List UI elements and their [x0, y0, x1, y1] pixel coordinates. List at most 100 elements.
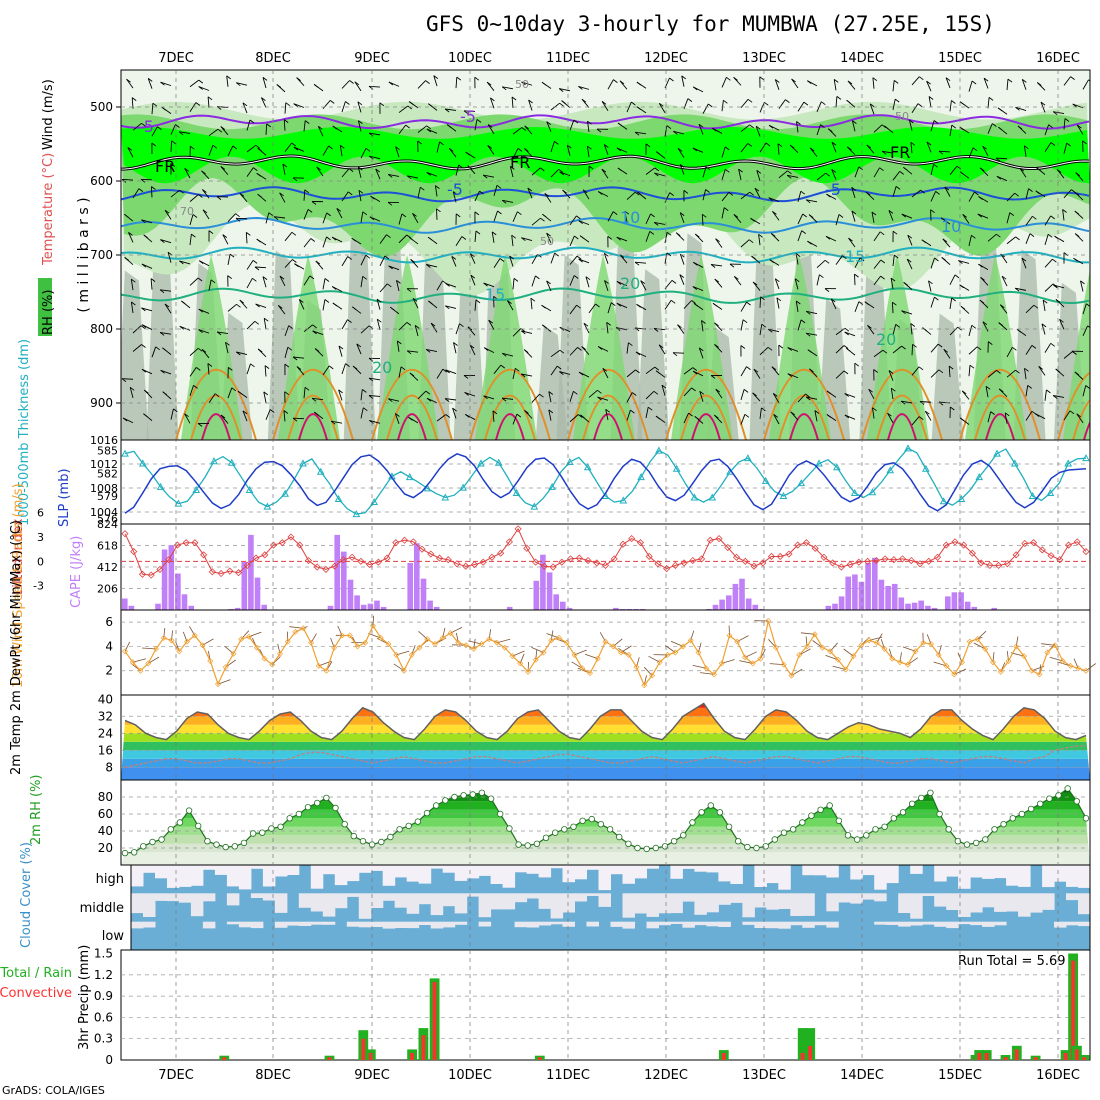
wind-barb-flag [587, 145, 592, 150]
wind-barb-flag [1004, 412, 1010, 417]
cape-bar [420, 578, 427, 610]
cape-bar [991, 607, 997, 610]
wind-speed-marker [695, 649, 702, 656]
temp-color-band [121, 703, 1090, 708]
wind-barb-flag [521, 330, 526, 335]
wind-barb-flag [944, 186, 950, 191]
wind-barb-flag [293, 146, 299, 151]
wind-barb [184, 413, 191, 424]
temp-color-band [121, 767, 1090, 780]
wind-barb-flag [1021, 257, 1027, 262]
cloud-clear-block [958, 865, 971, 889]
cloud-clear-block [1042, 893, 1055, 910]
wind-barb-flag [847, 80, 853, 85]
wind-barb [179, 260, 191, 265]
y-tick-label: 800 [90, 322, 113, 336]
rh-marker [789, 826, 797, 833]
wind-barb [341, 168, 350, 178]
wind-barb-flag [959, 417, 965, 422]
wind-barb [664, 300, 672, 310]
wind-barb [246, 144, 257, 153]
cloud-clear-block [502, 865, 516, 888]
wind-barb [265, 123, 268, 135]
wind-barb-flag [357, 101, 363, 106]
cloud-clear-block [718, 893, 731, 905]
lifted-index-marker [942, 541, 950, 549]
cape-bar [433, 606, 440, 610]
wind-barb [830, 298, 837, 310]
wind-barb-flag [408, 101, 414, 105]
wind-barb-flag [971, 234, 976, 239]
wind-barb-flag [833, 79, 839, 83]
wind-barb-flag [195, 102, 201, 106]
wind-barb-flag [151, 142, 157, 147]
wind-barb [892, 324, 897, 336]
thickness-marker [192, 485, 201, 493]
wind-barb [394, 413, 400, 425]
wind-barb [607, 211, 614, 222]
wind-barb-flag [825, 172, 830, 177]
cloud-clear-block [718, 865, 731, 882]
wind-barb [265, 212, 270, 224]
wind-barb [569, 255, 578, 265]
cloud-clear-block [622, 921, 635, 929]
wind-speed-marker [757, 655, 764, 662]
wind-barb-flag [401, 213, 407, 218]
wind-barb [999, 304, 1008, 314]
isotherm-label: -5 [825, 180, 841, 199]
cloud-clear-block [178, 893, 192, 903]
cloud-clear-block [490, 893, 504, 910]
cloud-clear-block [226, 865, 240, 887]
cape-bar [161, 549, 168, 610]
wind-barb [1025, 385, 1029, 397]
cloud-clear-block [574, 865, 587, 880]
cloud-clear-block [286, 865, 300, 875]
wind-barb-flag [701, 320, 706, 324]
lifted-index-marker [156, 565, 164, 573]
cloud-clear-block [598, 893, 611, 907]
wind-barb-flag [1014, 192, 1019, 197]
thickness-marker [655, 446, 663, 454]
cloud-clear-block [250, 921, 264, 929]
wind-speed-marker [726, 632, 733, 639]
wind-speed-marker [928, 641, 934, 647]
wind-barb-flag [425, 349, 431, 353]
wind-barb [160, 289, 172, 292]
wind-barb [357, 166, 362, 178]
rh-marker [652, 844, 659, 852]
wind-barb-flag [452, 407, 457, 412]
cloud-clear-block [1006, 893, 1019, 912]
wind-barb-flag [654, 172, 659, 177]
rh-band-dark [121, 126, 1090, 184]
x-tick-label-bottom: 10DEC [448, 1068, 492, 1083]
wind-barb-flag [370, 195, 375, 200]
wind-barb [1063, 76, 1071, 86]
wind-barb [317, 126, 324, 137]
rh-marker [991, 826, 998, 833]
cloud-clear-block [694, 921, 707, 926]
wind-barb-flag [805, 199, 811, 204]
lifted-index-marker [864, 557, 872, 565]
wind-barb [797, 101, 805, 112]
wind-speed-marker [943, 662, 950, 669]
wind-barb-flag [1001, 275, 1007, 280]
wind-barb [369, 155, 381, 160]
cloud-clear-block [694, 865, 707, 872]
wind-barb [502, 352, 514, 357]
x-tick-label-top: 14DEC [840, 51, 884, 66]
rh-marker [323, 794, 330, 802]
temp-line [124, 702, 1087, 741]
cloud-clear-block [394, 865, 408, 878]
isotherm-line [121, 114, 1090, 130]
cloud-clear-block [850, 893, 863, 904]
lifted-index-marker [366, 561, 374, 569]
cloud-clear-block [922, 893, 935, 896]
cloud-level-label: high [96, 872, 124, 887]
wind-barb-flag [746, 366, 751, 370]
wind-barb-flag [980, 276, 985, 281]
wind-barb-10m [372, 615, 374, 626]
wind-barb-flag [348, 168, 354, 172]
wind-barb-flag [573, 119, 579, 124]
wind-barb [369, 377, 381, 381]
wind-barb [369, 132, 381, 136]
